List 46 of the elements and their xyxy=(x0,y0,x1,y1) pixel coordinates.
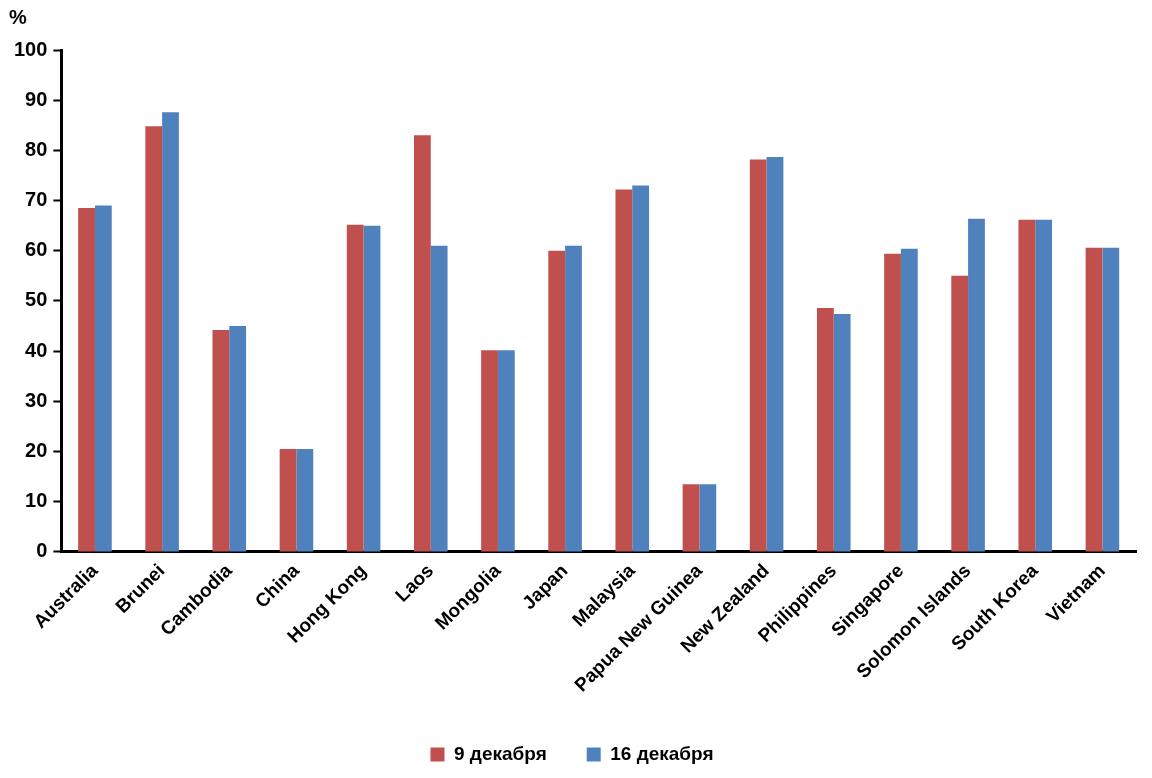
bar xyxy=(548,250,566,552)
bar xyxy=(766,156,784,552)
bar xyxy=(565,245,582,552)
bar xyxy=(497,350,515,552)
bar xyxy=(413,135,431,552)
bar xyxy=(78,208,95,552)
bar xyxy=(145,126,163,552)
bar xyxy=(968,218,985,552)
y-tick-label: 40 xyxy=(25,338,48,361)
bar xyxy=(699,484,717,552)
bar xyxy=(749,159,767,552)
bar xyxy=(884,253,901,552)
y-tick-label: 60 xyxy=(25,238,48,261)
bar xyxy=(346,224,364,552)
y-tick-label: 0 xyxy=(36,539,48,562)
bar xyxy=(162,112,179,552)
bar xyxy=(94,205,112,552)
y-tick-label: 50 xyxy=(25,288,48,311)
y-tick-label: 100 xyxy=(13,37,48,60)
y-tick-label: 90 xyxy=(25,87,48,110)
bar xyxy=(900,248,918,552)
bar xyxy=(296,449,314,552)
legend-label: 9 декабря xyxy=(453,742,547,764)
bar xyxy=(212,330,230,552)
bar xyxy=(1035,219,1053,552)
bar xyxy=(615,189,633,552)
y-tick-label: 70 xyxy=(25,188,48,211)
bar xyxy=(430,245,448,552)
bar xyxy=(816,307,834,552)
legend-label: 16 декабря xyxy=(610,742,714,764)
bar xyxy=(279,449,297,552)
bar xyxy=(481,350,498,552)
y-tick-label: 30 xyxy=(25,388,48,411)
bar xyxy=(1018,219,1036,552)
bar xyxy=(229,326,247,552)
bar xyxy=(363,225,381,552)
bar xyxy=(833,314,851,552)
bar xyxy=(632,185,650,552)
bar xyxy=(1085,247,1103,552)
y-tick-label: 10 xyxy=(25,489,48,512)
bar xyxy=(951,275,969,552)
bar xyxy=(1102,247,1120,552)
y-axis-title: % xyxy=(9,5,28,28)
bar xyxy=(682,484,700,552)
y-tick-label: 80 xyxy=(25,137,48,160)
y-tick-label: 20 xyxy=(25,439,48,462)
